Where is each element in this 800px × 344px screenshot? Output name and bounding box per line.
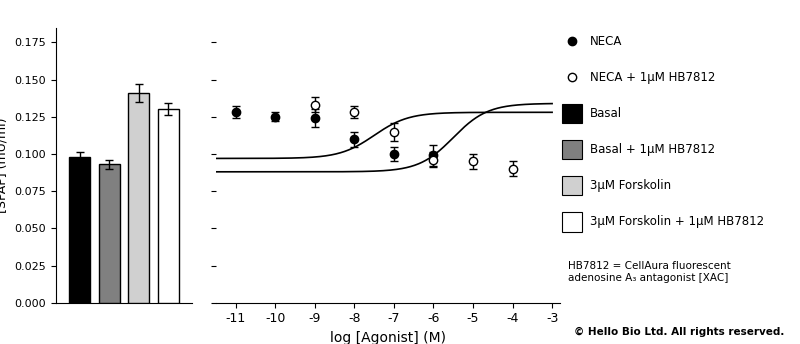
Text: 3μM Forskolin: 3μM Forskolin: [590, 179, 670, 192]
Text: Basal + 1μM HB7812: Basal + 1μM HB7812: [590, 143, 714, 156]
Text: Basal: Basal: [590, 107, 622, 120]
Bar: [70, 157, 90, 303]
Text: 3μM Forskolin + 1μM HB7812: 3μM Forskolin + 1μM HB7812: [590, 215, 764, 228]
Bar: [158, 109, 178, 303]
X-axis label: log [Agonist] (M): log [Agonist] (M): [330, 331, 446, 344]
Text: NECA + 1μM HB7812: NECA + 1μM HB7812: [590, 71, 715, 84]
Bar: [129, 93, 149, 303]
Text: © Hello Bio Ltd. All rights reserved.: © Hello Bio Ltd. All rights reserved.: [574, 327, 784, 337]
Y-axis label: [SPAP] (mU/ml): [SPAP] (mU/ml): [0, 117, 9, 213]
Text: NECA: NECA: [590, 35, 622, 48]
Text: HB7812 = CellAura fluorescent
adenosine A₃ antagonist [XAC]: HB7812 = CellAura fluorescent adenosine …: [568, 261, 730, 283]
Bar: [99, 164, 119, 303]
